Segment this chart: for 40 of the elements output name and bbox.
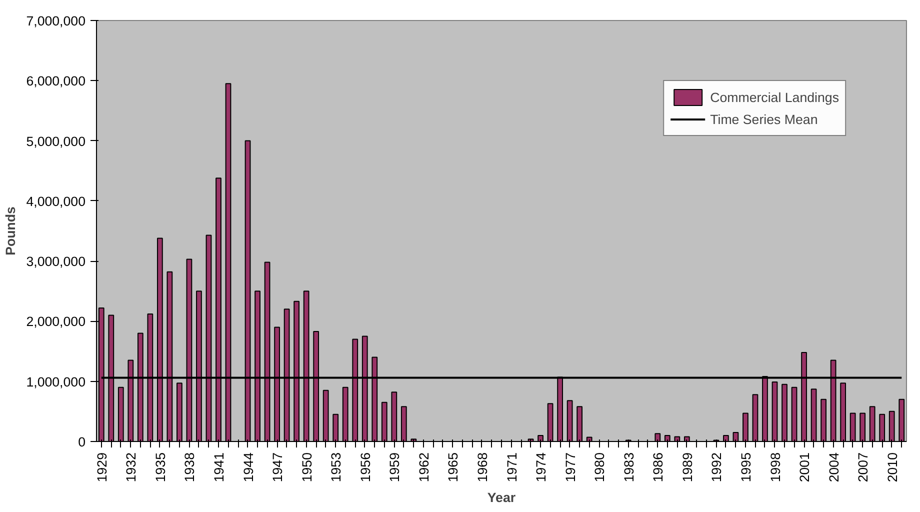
- x-tick-label: 1992: [709, 452, 724, 482]
- legend-label: Commercial Landings: [710, 90, 839, 104]
- x-tick-label: 1929: [94, 452, 110, 482]
- y-tick-label: 0: [78, 434, 86, 450]
- x-tick-label: 1941: [211, 452, 226, 482]
- x-tick-label: 1965: [446, 452, 461, 482]
- x-tick-label: 1974: [534, 452, 549, 482]
- x-tick-label: 1959: [387, 452, 402, 482]
- y-tick-label: 5,000,000: [26, 134, 86, 149]
- y-tick-label: 7,000,000: [26, 14, 86, 28]
- x-tick-label: 1989: [680, 452, 695, 482]
- x-tick-label: 1983: [621, 452, 636, 482]
- y-tick-label: 4,000,000: [26, 194, 86, 209]
- x-tick-label: 1944: [240, 452, 256, 482]
- y-axis-title: Pounds: [3, 206, 18, 256]
- x-tick-label: 2010: [884, 452, 900, 482]
- x-tick-label: 1971: [504, 452, 520, 482]
- x-tick-label: 1995: [738, 452, 754, 482]
- x-tick-label: 1986: [650, 452, 666, 482]
- x-tick-label: 1968: [474, 452, 490, 482]
- x-tick-label: 1947: [270, 452, 286, 482]
- x-tick-label: 2007: [856, 452, 871, 482]
- x-tick-label: 1935: [152, 452, 168, 482]
- legend-label: Time Series Mean: [710, 112, 818, 126]
- x-tick-label: 1998: [768, 452, 783, 482]
- x-tick-label: 1977: [562, 452, 578, 482]
- x-tick-label: 2004: [826, 452, 842, 482]
- x-tick-label: 1938: [182, 452, 198, 482]
- x-tick-label: 1932: [124, 452, 139, 482]
- y-tick-label: 3,000,000: [26, 254, 86, 270]
- x-tick-label: 1980: [592, 452, 608, 482]
- x-tick-label: 1953: [328, 452, 344, 482]
- y-tick-label: 2,000,000: [26, 314, 86, 330]
- x-tick-label: 1962: [416, 452, 432, 482]
- x-tick-label: 1950: [299, 452, 314, 482]
- x-axis-title: Year: [487, 490, 516, 506]
- x-tick-label: 1956: [358, 452, 373, 482]
- x-tick-label: 2001: [797, 452, 812, 482]
- y-tick-label: 6,000,000: [26, 74, 86, 89]
- y-tick-label: 1,000,000: [26, 374, 86, 390]
